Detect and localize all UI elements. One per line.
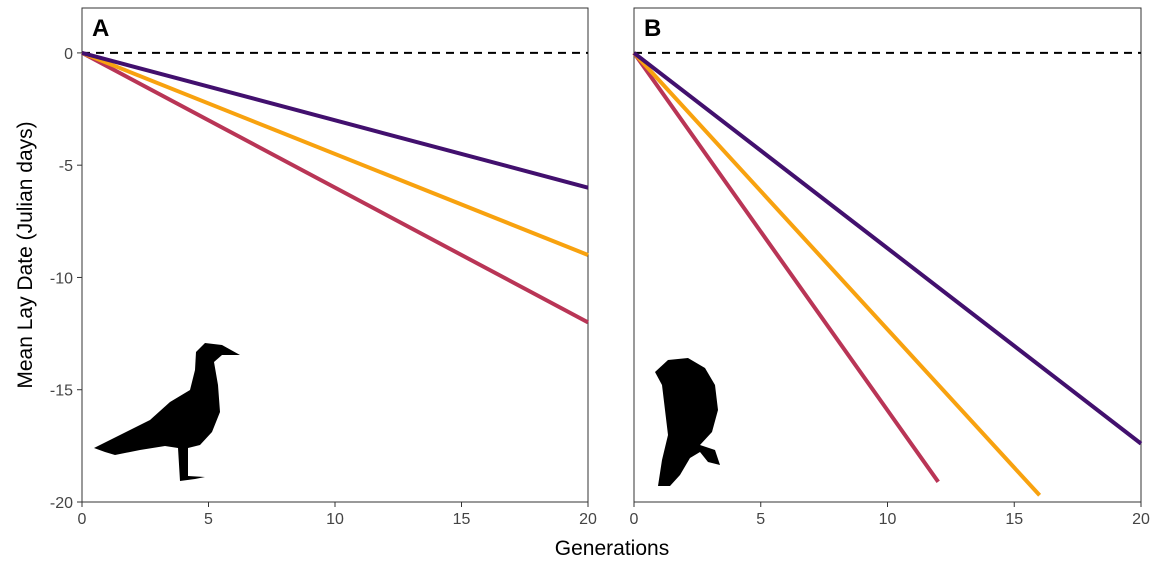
x-tick-label: 0 — [78, 511, 87, 528]
x-axis-label: Generations — [555, 537, 669, 560]
data-line — [81, 50, 589, 190]
y-tick-label: 0 — [64, 46, 73, 63]
x-tick-label: 5 — [756, 511, 765, 528]
data-line — [632, 51, 1143, 446]
x-tick-label: 5 — [204, 511, 213, 528]
y-axis-label: Mean Lay Date (Julian days) — [14, 121, 37, 388]
x-tick-label: 15 — [453, 511, 471, 528]
data-line — [81, 51, 589, 257]
x-tick-label: 15 — [1005, 511, 1023, 528]
x-tick-label: 0 — [630, 511, 639, 528]
gull-silhouette — [94, 343, 240, 481]
x-tick-label: 20 — [1132, 511, 1150, 528]
data-line — [81, 51, 589, 325]
panel-label: B — [644, 15, 661, 42]
x-tick-label: 10 — [879, 511, 897, 528]
data-line — [632, 51, 940, 483]
x-tick-label: 10 — [326, 511, 344, 528]
data-line — [632, 51, 1042, 497]
y-tick-label: -10 — [50, 270, 73, 287]
x-tick-label: 20 — [579, 511, 597, 528]
y-tick-label: -15 — [50, 383, 73, 400]
y-tick-label: -20 — [50, 495, 73, 512]
panel-label: A — [92, 15, 109, 42]
sparrow-silhouette — [655, 358, 720, 486]
y-tick-label: -5 — [59, 158, 73, 175]
